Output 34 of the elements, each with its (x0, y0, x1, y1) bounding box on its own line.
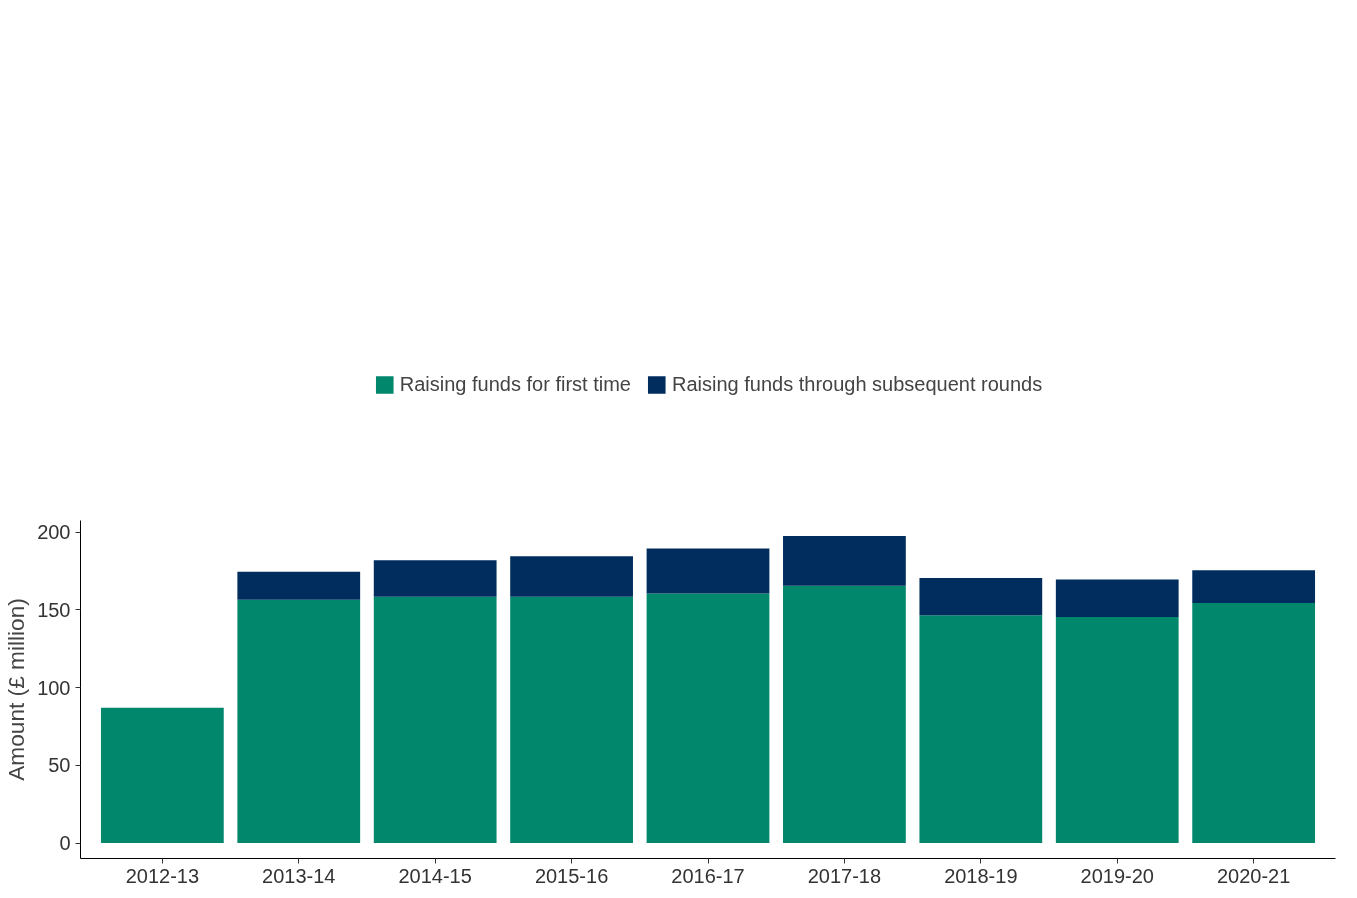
bar (1192, 602, 1316, 844)
legend-label: Raising funds for first time (399, 372, 631, 396)
y-tick-label: 100 (37, 676, 71, 699)
x-tick-label: 2020-21 (1216, 864, 1291, 887)
bar (237, 571, 361, 600)
bar (919, 578, 1043, 616)
y-tick-label: 150 (37, 598, 71, 621)
bar (373, 560, 497, 597)
bar (510, 556, 633, 597)
x-tick-label: 2015-16 (534, 864, 609, 887)
x-tick-label: 2013-14 (262, 864, 336, 887)
bar (237, 599, 361, 844)
bar (646, 548, 770, 594)
bar (919, 615, 1043, 844)
legend-label: Raising funds through subsequent rounds (671, 372, 1043, 396)
x-tick-label: 2014-15 (398, 864, 472, 887)
x-tick-label: 2018-19 (944, 864, 1018, 887)
bar (1055, 616, 1179, 844)
bar (510, 596, 633, 844)
x-tick-label: 2017-18 (807, 864, 882, 887)
bar (373, 596, 497, 844)
bar (783, 536, 906, 586)
y-axis-title: Amount (£ million) (3, 598, 30, 781)
bar (646, 593, 770, 844)
y-tick-label: 200 (37, 521, 71, 544)
bar (1055, 579, 1179, 617)
x-tick-label: 2019-20 (1080, 864, 1154, 887)
x-tick-label: 2016-17 (671, 864, 745, 887)
y-tick-label: 50 (48, 754, 71, 777)
x-tick-label: 2012-13 (125, 864, 200, 887)
y-tick-label: 0 (59, 832, 71, 855)
bar (100, 707, 224, 844)
bar (1192, 570, 1316, 603)
bar (783, 585, 906, 844)
